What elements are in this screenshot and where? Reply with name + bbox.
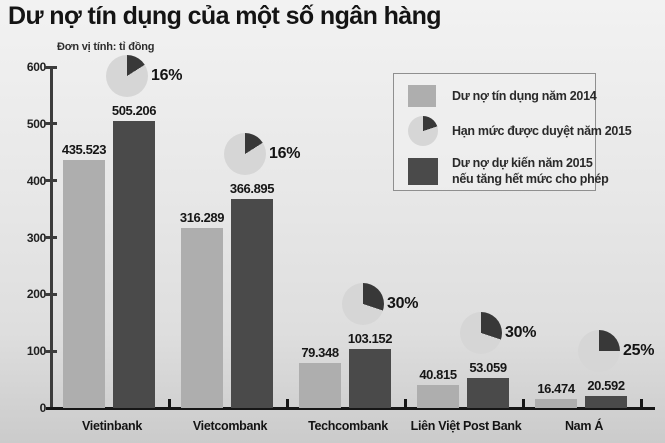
bar-group: 40.815 53.059 30%: [407, 67, 536, 408]
legend-label-2014: Dư nợ tín dụng năm 2014: [452, 88, 597, 103]
y-tick-label: 200: [26, 287, 46, 302]
bar-group: 316.289 366.895 16%: [171, 67, 300, 408]
y-tick-mark: [44, 236, 57, 239]
legend-label-2015: Dư nợ dự kiến năm 2015 nếu tăng hết mức …: [452, 155, 609, 188]
y-tick-mark: [44, 179, 57, 183]
bar-value-2014: 40.815: [419, 366, 457, 382]
legend-swatch-2015: [408, 157, 438, 185]
y-tick-mark: [44, 122, 57, 126]
growth-pie-icon: [460, 311, 502, 354]
growth-pct-label: 16%: [151, 66, 183, 84]
bar-value-2014: 79.348: [301, 344, 339, 360]
growth-pct-label: 30%: [505, 323, 537, 341]
growth-pie-icon: [106, 54, 148, 97]
legend-row-limit: Hạn mức được duyệt năm 2015: [408, 116, 632, 146]
growth-pie-icon: [342, 283, 384, 326]
x-axis-line: [46, 407, 655, 410]
bar-value-2014: 316.289: [179, 210, 225, 226]
bar-group: 79.348 103.152 30%: [289, 67, 418, 408]
bar-2015: [231, 199, 273, 408]
legend-row-2015: Dư nợ dự kiến năm 2015 nếu tăng hết mức …: [408, 155, 609, 188]
bar-2015: [113, 120, 155, 408]
pie-chart-icon: [408, 116, 438, 146]
growth-pie-icon: [578, 330, 620, 373]
bank-label: Liên Việt Post Bank: [410, 419, 522, 433]
legend-swatch-2014: [408, 85, 436, 107]
y-tick-label: 300: [26, 230, 46, 245]
x-axis-group-tick: [640, 399, 643, 408]
bar-value-2014: 435.523: [61, 142, 107, 158]
x-axis-group-tick: [522, 399, 525, 408]
y-tick-label: 600: [26, 60, 46, 74]
bar-value-2015: 20.592: [587, 378, 625, 394]
unit-label: Đơn vị tính: tỉ đồng: [57, 41, 155, 53]
page-title: Dư nợ tín dụng của một số ngân hàng: [8, 2, 442, 30]
y-tick-mark: [44, 292, 57, 296]
bar-value-2015: 53.059: [469, 359, 507, 375]
bank-label: Vietcombank: [192, 419, 268, 433]
x-axis-group-tick: [168, 399, 171, 408]
y-tick-label: 500: [26, 116, 46, 131]
bank-label: Vietinbank: [82, 419, 142, 433]
bar-2015: [585, 396, 627, 408]
y-tick-mark: [44, 349, 57, 353]
y-tick-mark: [44, 65, 57, 69]
y-tick-label: 400: [26, 173, 46, 188]
plot-area: 435.523 505.206 16% Vietinbank 316.289 366.89…: [44, 54, 657, 433]
bank-label: Nam Á: [564, 419, 604, 433]
growth-pct-label: 25%: [623, 342, 655, 360]
bar-value-2015: 103.152: [347, 331, 393, 347]
bar-2015: [467, 377, 509, 408]
growth-pie-icon: [224, 133, 266, 176]
x-axis-group-tick: [404, 399, 407, 408]
legend-label-limit: Hạn mức được duyệt năm 2015: [452, 123, 632, 138]
bar-2014: [181, 228, 223, 408]
bar-2014: [299, 362, 341, 408]
growth-pct-label: 30%: [387, 295, 419, 313]
y-tick-label: 100: [26, 344, 46, 359]
bank-label: Techcombank: [308, 419, 388, 433]
legend-label-2015-line2: nếu tăng hết mức cho phép: [452, 172, 609, 187]
bar-2015: [349, 349, 391, 408]
legend-label-2015-line1: Dư nợ dự kiến năm 2015: [452, 156, 593, 170]
bar-2014: [535, 398, 577, 408]
y-tick-label: 0: [39, 401, 47, 415]
x-axis-group-tick: [286, 399, 289, 408]
growth-pct-label: 16%: [269, 145, 301, 163]
bar-2014: [63, 160, 105, 408]
bar-value-2014: 16.474: [537, 380, 575, 396]
bar-group: 16.474 20.592 25%: [525, 67, 654, 408]
bar-value-2015: 505.206: [111, 102, 157, 118]
bar-value-2015: 366.895: [229, 181, 275, 197]
bar-group: 435.523 505.206 16%: [53, 54, 182, 408]
bar-2014: [417, 384, 459, 408]
y-axis-labels: 0 100 200 300 400 500 600: [12, 60, 46, 415]
legend: Dư nợ tín dụng năm 2014 Hạn mức được duy…: [393, 73, 632, 191]
legend-row-2014: Dư nợ tín dụng năm 2014: [408, 85, 597, 107]
